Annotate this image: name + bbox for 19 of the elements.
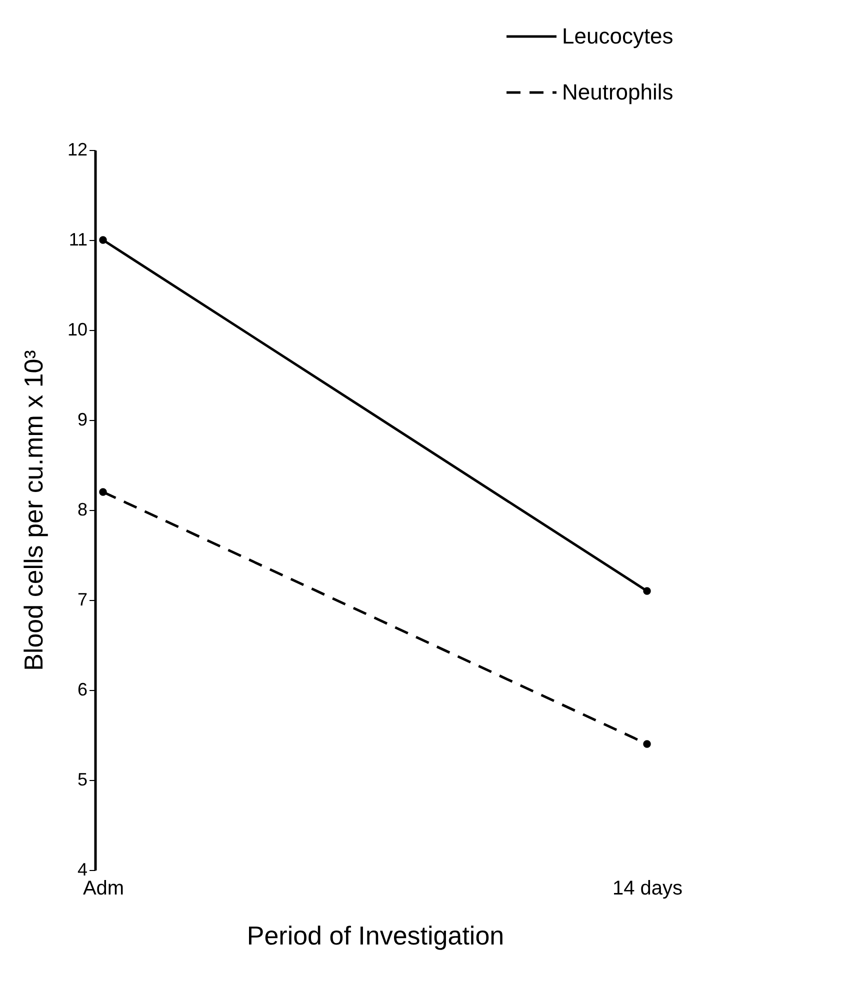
- y-tick-label: 5: [77, 770, 88, 790]
- y-axis-title: Blood cells per cu.mm x 10³: [18, 350, 48, 671]
- y-tick-label: 11: [68, 230, 88, 250]
- legend-label: Leucocytes: [562, 24, 674, 48]
- y-tick-label: 4: [77, 860, 88, 880]
- x-axis-title: Period of Investigation: [246, 920, 504, 950]
- y-tick-label: 10: [67, 320, 88, 340]
- legend-label: Neutrophils: [562, 80, 674, 104]
- y-tick-label: 12: [67, 140, 88, 160]
- point: [99, 236, 107, 244]
- point: [643, 587, 651, 595]
- y-tick-label: 9: [77, 410, 88, 430]
- x-tick-label: Adm: [82, 878, 124, 900]
- y-tick-label: 6: [77, 680, 88, 700]
- x-tick-label: 14 days: [612, 878, 683, 900]
- point: [643, 740, 651, 748]
- y-tick-label: 8: [77, 500, 88, 520]
- point: [99, 488, 107, 496]
- y-tick-label: 7: [77, 590, 88, 610]
